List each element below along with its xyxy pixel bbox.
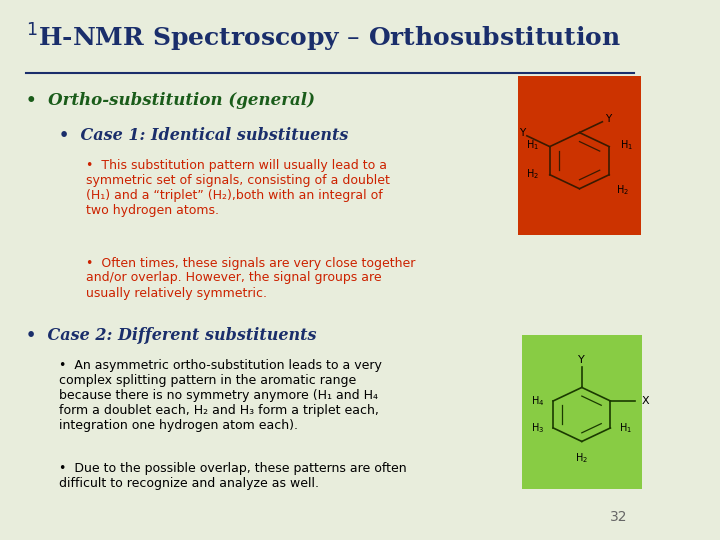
Text: H$_1$: H$_1$ (619, 421, 632, 435)
Text: X: X (642, 396, 649, 406)
Text: Y: Y (518, 128, 525, 138)
Text: H$_2$: H$_2$ (616, 183, 629, 197)
Text: •  Case 2: Different substituents: • Case 2: Different substituents (27, 327, 317, 343)
Text: •  Often times, these signals are very close together
and/or overlap. However, t: • Often times, these signals are very cl… (86, 256, 415, 300)
Text: •  Ortho-substitution (general): • Ortho-substitution (general) (27, 92, 315, 109)
FancyBboxPatch shape (518, 76, 641, 235)
Text: Y: Y (605, 114, 611, 124)
Text: H$_1$: H$_1$ (620, 139, 633, 152)
FancyBboxPatch shape (522, 335, 642, 489)
Text: H$_3$: H$_3$ (531, 421, 544, 435)
Text: H$_1$: H$_1$ (526, 139, 539, 152)
Text: •  Due to the possible overlap, these patterns are often
difficult to recognize : • Due to the possible overlap, these pat… (60, 462, 407, 490)
Text: Y: Y (578, 355, 585, 366)
Text: H$_2$: H$_2$ (575, 451, 588, 465)
Text: H$_4$: H$_4$ (531, 394, 544, 408)
Text: •  This substitution pattern will usually lead to a
symmetric set of signals, co: • This substitution pattern will usually… (86, 159, 390, 217)
Text: $^1$H-NMR Spectroscopy – Orthosubstitution: $^1$H-NMR Spectroscopy – Orthosubstituti… (27, 22, 621, 54)
Text: •  An asymmetric ortho-substitution leads to a very
complex splitting pattern in: • An asymmetric ortho-substitution leads… (60, 359, 382, 432)
Text: 32: 32 (610, 510, 627, 524)
Text: H$_2$: H$_2$ (526, 167, 539, 180)
Text: •  Case 1: Identical substituents: • Case 1: Identical substituents (60, 127, 348, 144)
